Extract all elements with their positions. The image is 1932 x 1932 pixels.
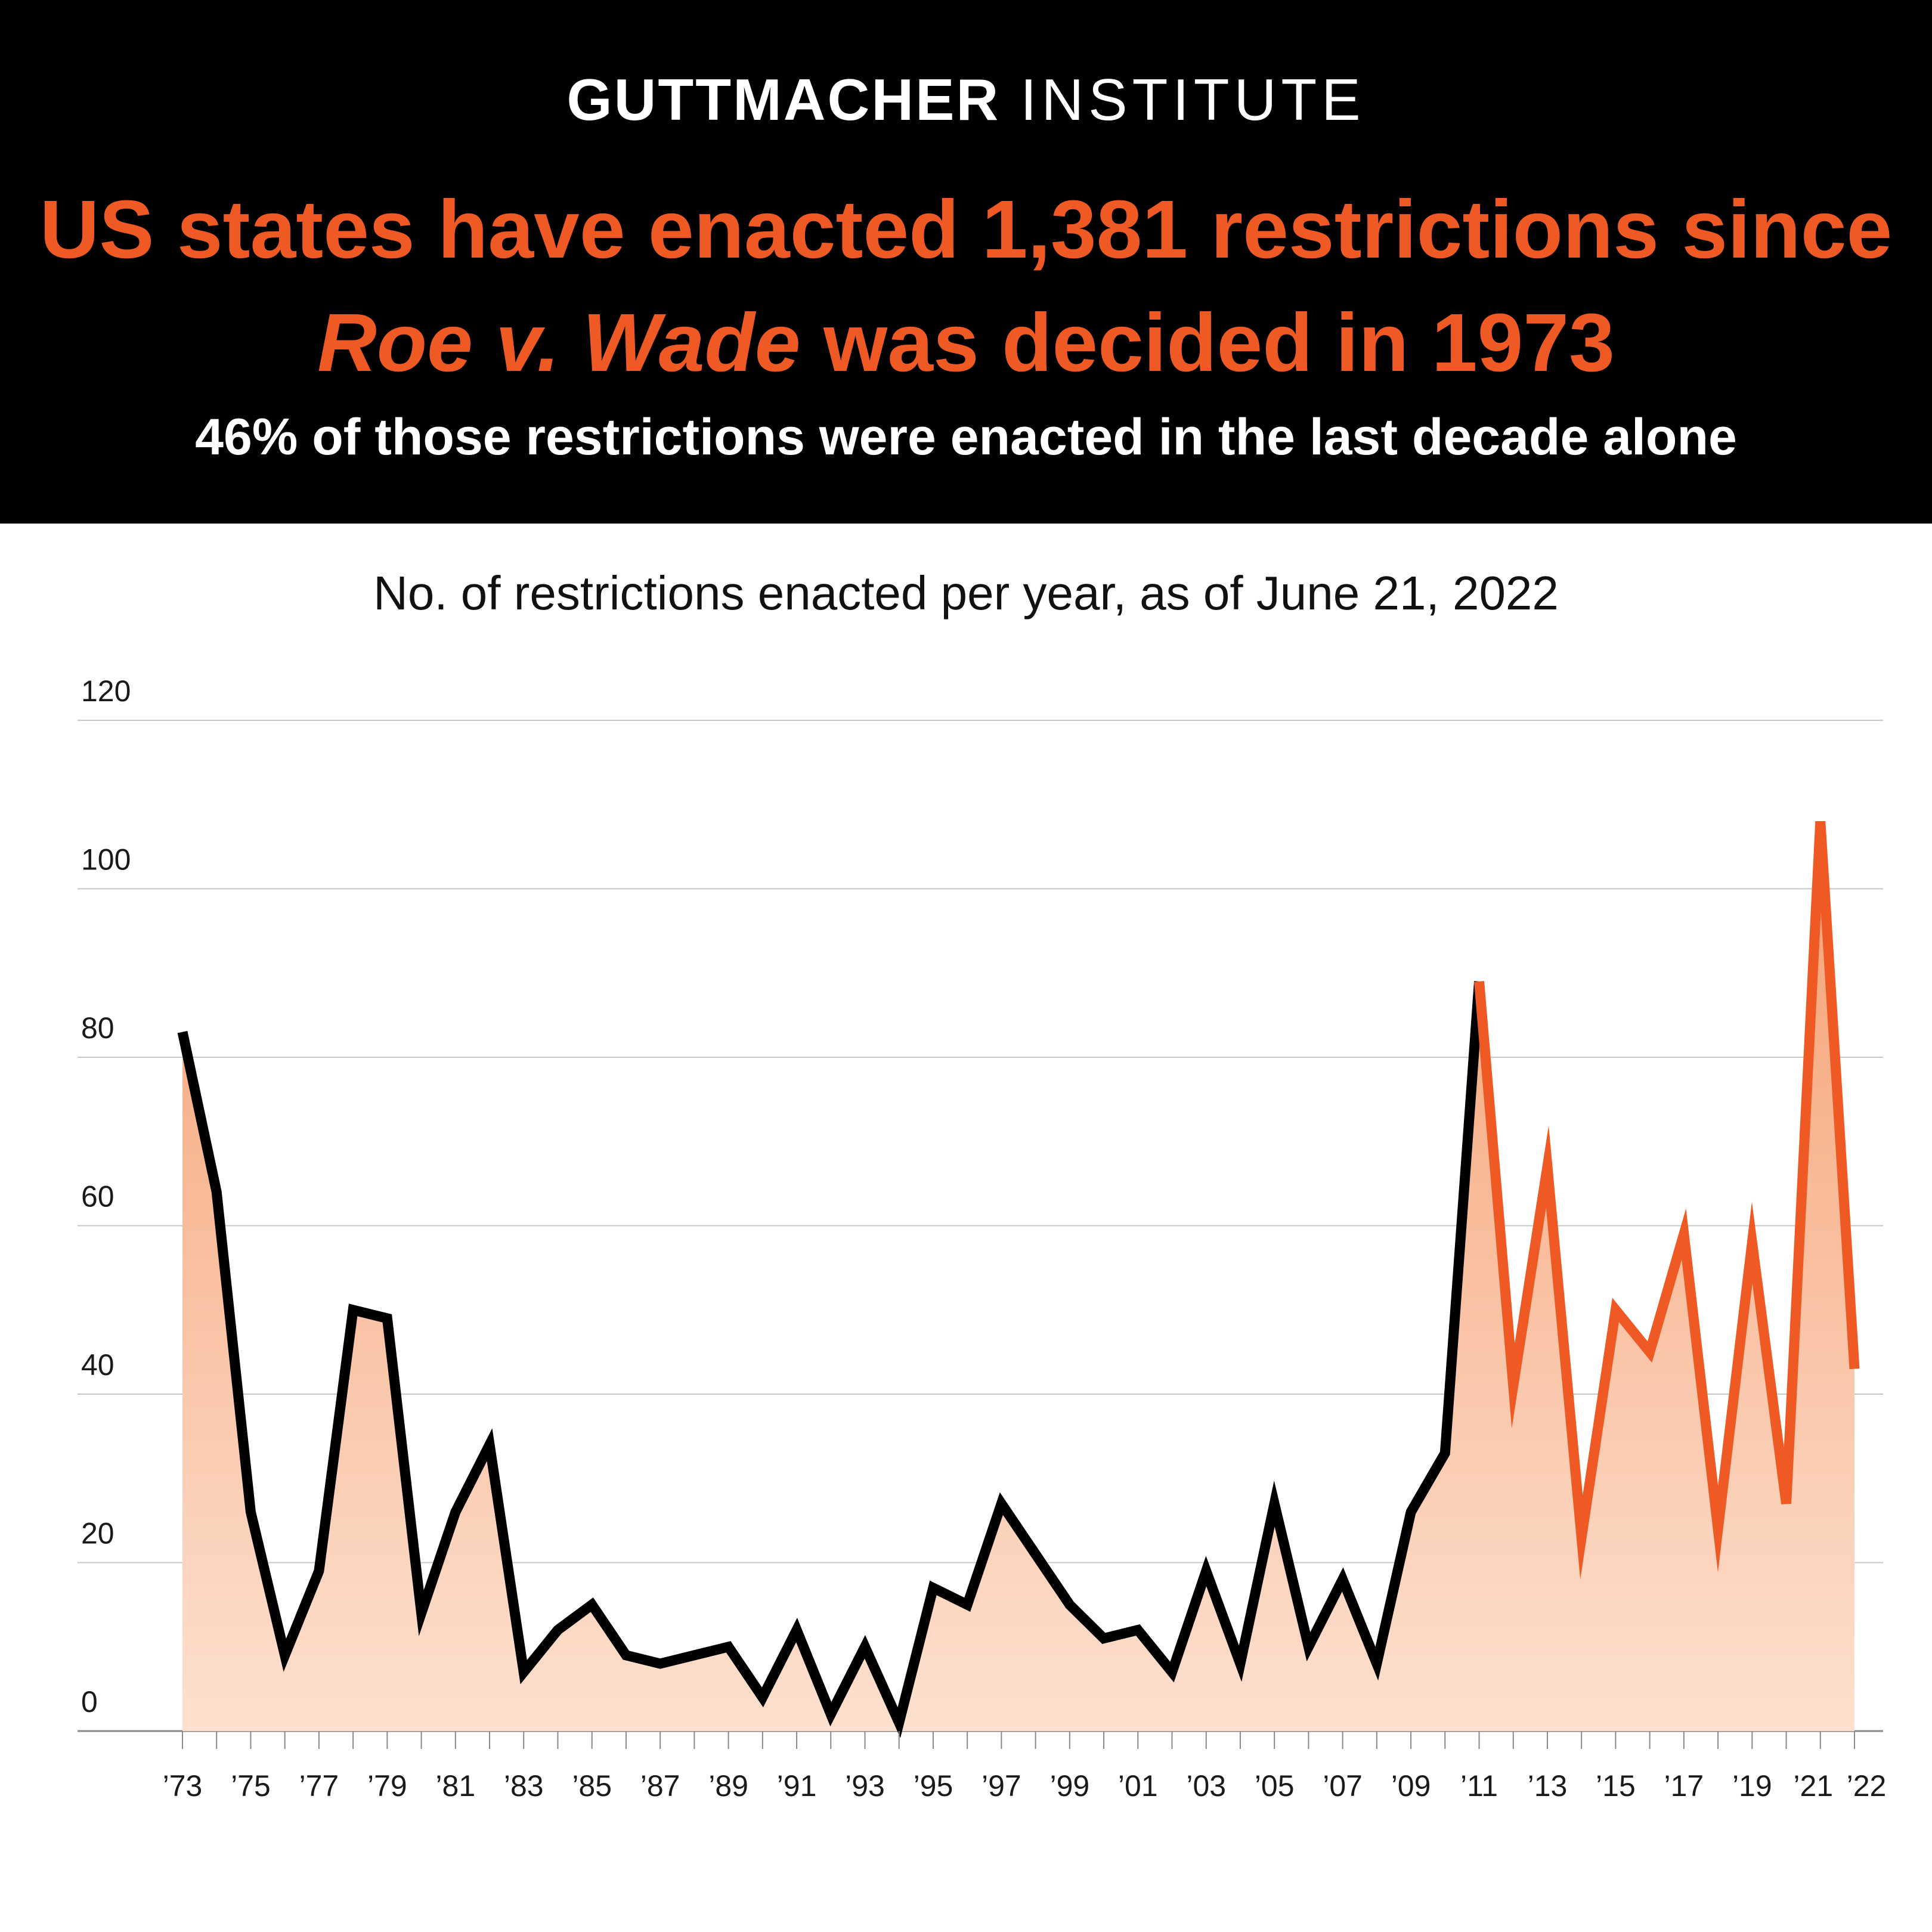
x-tick-label-1997: ’97 [982,1769,1021,1803]
x-tick-label-2003: ’03 [1186,1769,1226,1803]
headline-case-name: Roe v. Wade [317,297,801,389]
x-tick-label-2007: ’07 [1323,1769,1363,1803]
headline-line-2-rest: was decided in 1973 [823,297,1615,389]
x-tick-label-2005: ’05 [1255,1769,1295,1803]
x-tick-label-1981: ’81 [435,1769,475,1803]
x-tick-label-1995: ’95 [914,1769,953,1803]
area-path [182,821,1854,1731]
area-fill [182,821,1854,1731]
x-tick-label-1991: ’91 [777,1769,817,1803]
headline: US states have enacted 1,381 restriction… [0,173,1932,400]
headline-line-2: Roe v. Wade was decided in 1973 [0,286,1932,400]
y-tick-label-40: 40 [81,1348,114,1382]
y-axis: 0 20 40 60 80 100 120 [81,674,131,1719]
series-line-pre-2011 [177,981,1485,1738]
x-tick-label-1985: ’85 [572,1769,612,1803]
x-tick-label-1989: ’89 [708,1769,748,1803]
headline-line-1: US states have enacted 1,381 restriction… [39,184,1893,275]
x-tick-label-1999: ’99 [1049,1769,1089,1803]
x-tick-label-1993: ’93 [845,1769,885,1803]
header-banner: GUTTMACHER INSTITUTE US states have enact… [0,0,1932,524]
x-tick-label-1983: ’83 [504,1769,544,1803]
x-tick-label-2022: ’22 [1847,1769,1887,1803]
x-tick-label-2015: ’15 [1596,1769,1636,1803]
x-tick-label-1987: ’87 [640,1769,680,1803]
x-tick-label-1979: ’79 [367,1769,407,1803]
y-tick-label-0: 0 [81,1685,98,1719]
x-tick-label-2021: ’21 [1793,1769,1833,1803]
x-tick-label-2011: ’11 [1460,1769,1498,1803]
brand-name-bold: GUTTMACHER [566,67,1001,132]
brand-name-light: INSTITUTE [1020,67,1366,132]
x-tick-label-2013: ’13 [1528,1769,1568,1803]
y-tick-label-20: 20 [81,1517,114,1550]
x-axis: ’73 ’75 ’77 ’79 ’81 ’83 ’85 ’87 ’89 ’91 ’93 ’95 ’97 ’… [163,1731,1887,1803]
x-tick-label-2009: ’09 [1391,1769,1431,1803]
x-tick-label-2019: ’19 [1732,1769,1772,1803]
x-tick-label-2017: ’17 [1664,1769,1704,1803]
series-line [177,821,1860,1738]
chart-subtitle: No. of restrictions enacted per year, as… [373,566,1559,620]
x-tick-label-1975: ’75 [231,1769,271,1803]
brand-logo: GUTTMACHER INSTITUTE [0,70,1932,129]
y-tick-label-60: 60 [81,1180,114,1213]
y-tick-label-120: 120 [81,674,131,708]
x-tick-label-1973: ’73 [163,1769,203,1803]
x-tick-label-2001: ’01 [1118,1769,1158,1803]
subheadline: 46% of those restrictions were enacted i… [195,408,1737,466]
y-tick-label-100: 100 [81,843,131,877]
y-tick-label-80: 80 [81,1011,114,1045]
x-tick-label-1977: ’77 [299,1769,339,1803]
series-line-2011-onward [1474,821,1860,1580]
